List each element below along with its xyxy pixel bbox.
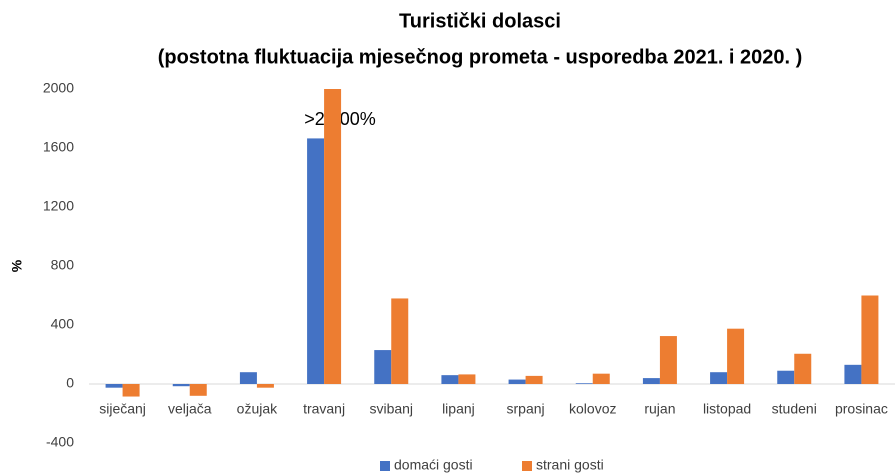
- legend-swatch: [380, 461, 390, 471]
- y-axis-label: %: [9, 259, 25, 272]
- y-tick-label: 400: [51, 316, 75, 332]
- bar: [172, 384, 190, 387]
- x-tick-label: veljača: [168, 401, 212, 417]
- bar: [324, 89, 342, 384]
- bar: [642, 378, 660, 384]
- bar: [727, 328, 745, 384]
- bar: [861, 295, 879, 384]
- bar: [844, 364, 862, 384]
- x-tick-label: rujan: [644, 401, 675, 417]
- bar: [441, 375, 459, 384]
- x-tick-label: svibanj: [369, 401, 413, 417]
- bar: [391, 298, 409, 384]
- x-tick-label: prosinac: [835, 401, 888, 417]
- legend-label: domaći gosti: [394, 457, 473, 473]
- y-tick-label: -400: [46, 434, 74, 450]
- x-tick-label: lipanj: [442, 401, 475, 417]
- bar: [575, 383, 593, 384]
- x-tick-label: studeni: [772, 401, 817, 417]
- y-tick-label: 1200: [43, 198, 74, 214]
- bar: [458, 374, 476, 384]
- x-tick-label: ožujak: [237, 401, 278, 417]
- bar: [592, 373, 610, 384]
- bar: [374, 350, 392, 384]
- bar: [777, 370, 795, 384]
- y-tick-label: 800: [51, 257, 75, 273]
- y-tick-label: 0: [66, 375, 74, 391]
- bar: [794, 353, 812, 384]
- x-tick-label: siječanj: [99, 401, 146, 417]
- bar: [525, 375, 543, 384]
- legend-label: strani gosti: [536, 457, 604, 473]
- bar: [122, 384, 140, 397]
- bar: [710, 372, 728, 384]
- x-tick-label: travanj: [303, 401, 345, 417]
- x-tick-label: listopad: [703, 401, 751, 417]
- y-tick-label: 2000: [43, 80, 74, 96]
- y-tick-label: 1600: [43, 139, 74, 155]
- legend-swatch: [522, 461, 532, 471]
- bar: [105, 384, 123, 388]
- x-tick-label: kolovoz: [569, 401, 616, 417]
- bar: [659, 336, 677, 384]
- bar: [307, 138, 325, 384]
- bar: [508, 379, 526, 384]
- chart-subtitle: (postotna fluktuacija mjesečnog prometa …: [158, 46, 803, 68]
- x-tick-label: srpanj: [507, 401, 545, 417]
- chart-title: Turistički dolasci: [399, 10, 561, 32]
- bar: [189, 384, 207, 396]
- bar: [239, 372, 257, 384]
- bar: [256, 384, 274, 388]
